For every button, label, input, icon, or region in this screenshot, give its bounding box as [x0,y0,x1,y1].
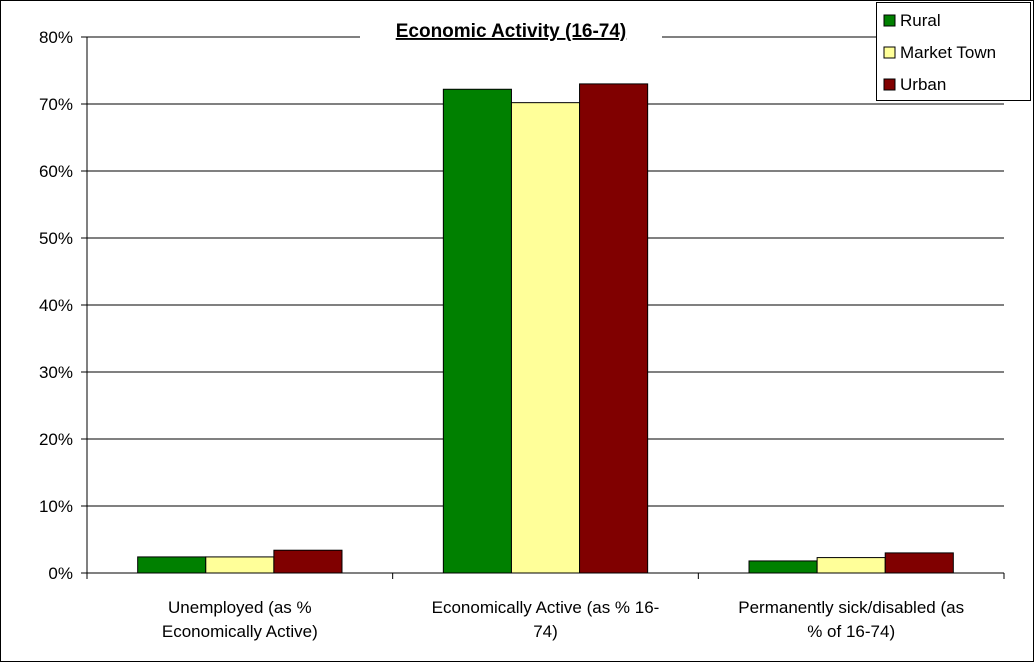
y-tick-label: 80% [39,28,73,47]
bar-urban [579,83,649,574]
category-label: Economically Active) [162,622,318,641]
bar-rural [748,560,818,574]
category-label: 74) [533,622,558,641]
bar-market-town [816,557,886,574]
bar-urban [884,552,954,574]
legend-swatch [883,46,896,59]
bar-market-town [510,102,581,574]
category-label: Unemployed (as % [168,598,312,617]
bar-urban [273,549,343,574]
y-tick-label: 0% [48,564,73,583]
legend-label: Rural [900,11,941,30]
bar-rural [137,556,207,574]
y-tick-label: 40% [39,296,73,315]
y-tick-label: 10% [39,497,73,516]
y-tick-label: 70% [39,95,73,114]
y-tick-label: 50% [39,229,73,248]
axes-group [86,37,1005,579]
legend-swatch [883,14,896,27]
y-tick-label: 30% [39,363,73,382]
legend-swatch [883,78,896,91]
category-labels: Unemployed (as % Economically Active) Econ… [162,598,964,641]
y-tick-label: 60% [39,162,73,181]
legend-label: Urban [900,75,946,94]
title-background [360,16,662,44]
chart-title: Economic Activity (16-74) [396,21,627,42]
category-label: % of 16-74) [807,622,895,641]
category-label: Permanently sick/disabled (as [738,598,964,617]
bar-market-town [205,556,275,574]
legend-label: Market Town [900,43,996,62]
title-group: Economic Activity (16-74) [360,16,662,44]
legend: Rural Market Town Urban [876,2,1031,101]
y-tick-labels: 0% 10% 20% 30% 40% 50% 60% 70% 80% [39,28,73,583]
y-tick-label: 20% [39,430,73,449]
bar-rural [442,88,512,574]
legend-box [876,2,1031,101]
category-label: Economically Active (as % 16- [432,598,660,617]
